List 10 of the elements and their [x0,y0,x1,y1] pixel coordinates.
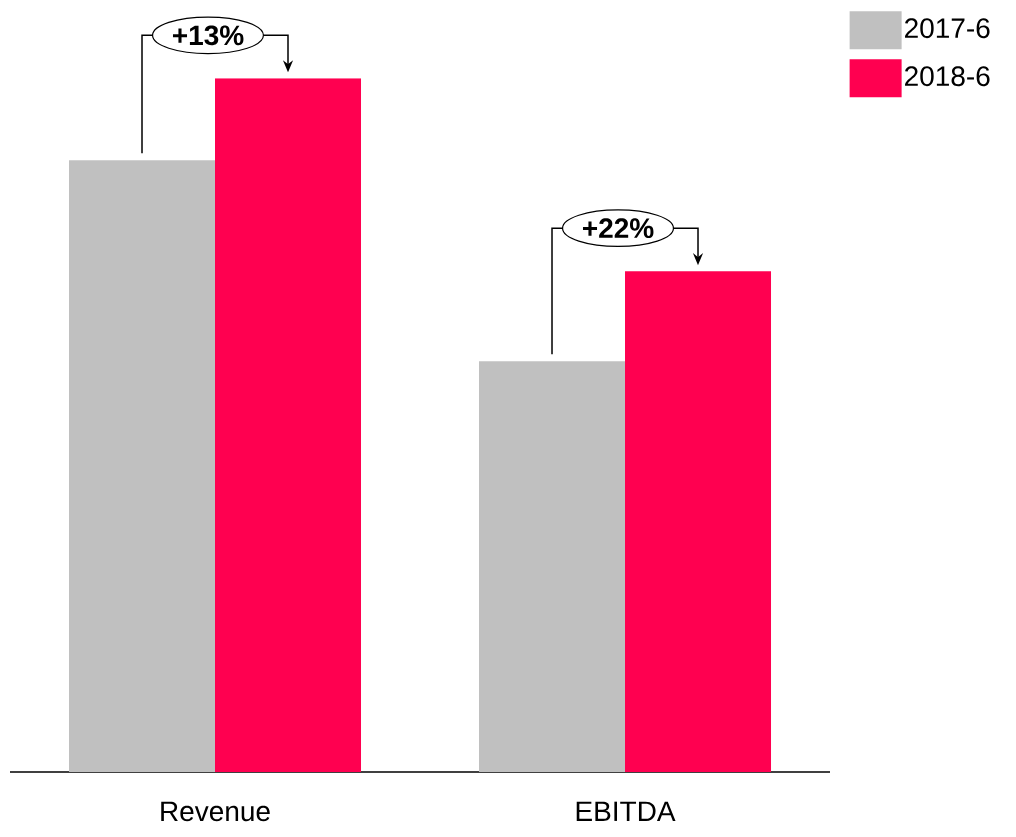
x-tick-label: EBITDA [576,801,676,821]
text: +13% [172,25,244,46]
x-tick-label: Revenue [161,801,270,822]
legend-label: 2017-6 [905,18,990,39]
legend-label: 2018-6 [905,66,990,87]
bar [479,361,626,772]
bar [69,160,215,772]
bar [625,271,772,772]
annotation: +22% [582,218,654,239]
bar [215,78,362,772]
